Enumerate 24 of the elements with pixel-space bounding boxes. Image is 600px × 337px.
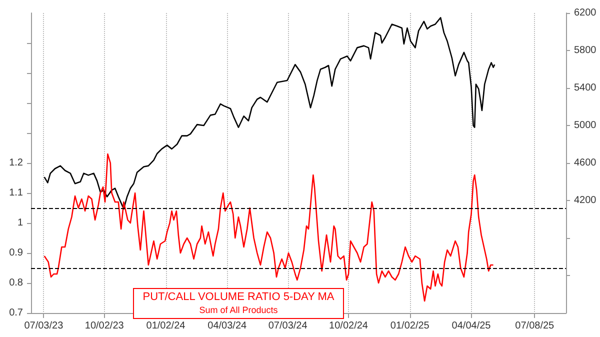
x-tick-label: 10/02/24 — [329, 320, 368, 332]
x-tick-label: 04/04/25 — [452, 320, 492, 332]
y2-tick-label: 5400 — [574, 82, 597, 94]
x-tick-label: 07/08/25 — [515, 320, 555, 332]
y-tick-label: 0.9 — [9, 248, 24, 258]
x-tick-label: 01/02/25 — [390, 320, 430, 332]
y2-tick-label: 4600 — [574, 158, 597, 168]
x-tick-label: 01/02/24 — [146, 320, 186, 332]
annotation: Sum of All Products — [199, 305, 278, 315]
series-label: PUT/CALL VOLUME RATIO 5-DAY MA — [142, 291, 335, 303]
y2-tick-label: 5800 — [574, 45, 597, 56]
y-tick-label: 1 — [17, 218, 24, 228]
x-tick-label: 07/03/24 — [268, 320, 308, 332]
y2-tick-label: 5000 — [574, 120, 597, 131]
x-tick-label: 07/03/23 — [24, 320, 64, 332]
y2-tick-label: 6200 — [574, 8, 597, 18]
y-tick-label: 0.8 — [9, 278, 24, 288]
x-tick-label: 10/02/23 — [84, 320, 124, 332]
y-tick-label: 1.1 — [9, 188, 24, 198]
y2-tick-label: 4200 — [574, 195, 597, 206]
y-tick-label: 0.7 — [9, 308, 24, 318]
x-tick-label: 04/03/24 — [208, 320, 248, 332]
line-series — [44, 153, 494, 302]
y-tick-label: 1.2 — [9, 158, 24, 168]
